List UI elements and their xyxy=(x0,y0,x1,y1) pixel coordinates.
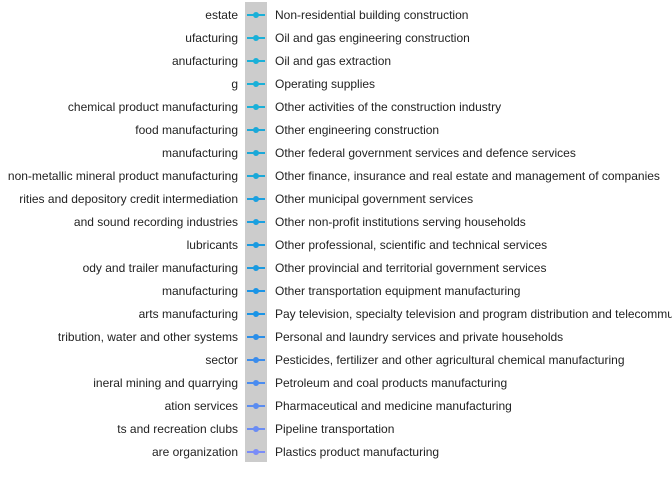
legend-label[interactable]: Other activities of the construction ind… xyxy=(275,100,502,114)
legend-label-left: ation services xyxy=(164,399,238,413)
legend-label-left: manufacturing xyxy=(161,146,238,160)
legend-point-marker xyxy=(253,58,259,64)
legend-label[interactable]: Other engineering construction xyxy=(275,123,440,137)
legend-point-marker xyxy=(253,35,259,41)
legend-label[interactable]: Petroleum and coal products manufacturin… xyxy=(275,376,508,390)
legend-point-marker xyxy=(253,288,259,294)
legend-point-marker xyxy=(253,380,259,386)
legend-label-left: anufacturing xyxy=(171,54,238,68)
legend-point-marker xyxy=(253,357,259,363)
legend-label-left: ufacturing xyxy=(185,31,238,45)
legend-label-left: are organization xyxy=(151,445,238,459)
legend-swatch xyxy=(247,376,265,390)
legend-label-left: food manufacturing xyxy=(135,123,238,137)
legend-swatch xyxy=(247,146,265,160)
legend-point-marker xyxy=(253,265,259,271)
legend-label-left: ts and recreation clubs xyxy=(117,422,238,436)
legend-label-left: lubricants xyxy=(186,238,238,252)
legend-swatch xyxy=(247,307,265,321)
legend-label[interactable]: Oil and gas engineering construction xyxy=(275,31,470,45)
legend-label[interactable]: Other federal government services and de… xyxy=(275,146,576,160)
legend-label-left: ody and trailer manufacturing xyxy=(82,261,238,275)
legend-point-marker xyxy=(253,12,259,18)
legend-label-left: chemical product manufacturing xyxy=(67,100,238,114)
legend-label-left: manufacturing xyxy=(161,284,238,298)
legend-label[interactable]: Pipeline transportation xyxy=(275,422,395,436)
legend-point-marker xyxy=(253,150,259,156)
legend-point-marker xyxy=(253,219,259,225)
legend-label-left: ineral mining and quarrying xyxy=(93,376,238,390)
legend-swatch xyxy=(247,192,265,206)
legend-swatch xyxy=(247,54,265,68)
legend-label[interactable]: Oil and gas extraction xyxy=(275,54,392,68)
legend-label[interactable]: Pay television, specialty television and… xyxy=(275,307,672,321)
legend-point-marker xyxy=(253,426,259,432)
legend-swatch xyxy=(247,284,265,298)
legend-swatch-column xyxy=(245,2,267,462)
legend-point-marker xyxy=(253,242,259,248)
legend-label[interactable]: Other provincial and territorial governm… xyxy=(275,261,547,275)
legend-swatch xyxy=(247,445,265,459)
legend-swatch xyxy=(247,8,265,22)
legend-point-marker xyxy=(253,334,259,340)
legend-swatch xyxy=(247,261,265,275)
legend-label-left: tribution, water and other systems xyxy=(57,330,238,344)
legend-label-left: sector xyxy=(205,353,238,367)
legend-label[interactable]: Personal and laundry services and privat… xyxy=(275,330,564,344)
legend-point-marker xyxy=(253,173,259,179)
legend-label-left: rities and depository credit intermediat… xyxy=(19,192,238,206)
legend-swatch xyxy=(247,123,265,137)
legend-swatch xyxy=(247,215,265,229)
legend-label-left: estate xyxy=(205,8,238,22)
legend-label[interactable]: Other non-profit institutions serving ho… xyxy=(275,215,526,229)
legend-swatch xyxy=(247,330,265,344)
legend-swatch xyxy=(247,31,265,45)
legend-label[interactable]: Other transportation equipment manufactu… xyxy=(275,284,521,298)
legend-point-marker xyxy=(253,127,259,133)
legend-point-marker xyxy=(253,196,259,202)
legend-point-marker xyxy=(253,81,259,87)
legend-label[interactable]: Operating supplies xyxy=(275,77,376,91)
legend-label[interactable]: Plastics product manufacturing xyxy=(275,445,440,459)
legend-label[interactable]: Other municipal government services xyxy=(275,192,474,206)
legend-label-left: arts manufacturing xyxy=(138,307,238,321)
legend-label[interactable]: Non-residential building construction xyxy=(275,8,469,22)
legend-point-marker xyxy=(253,104,259,110)
legend-swatch xyxy=(247,353,265,367)
legend-point-marker xyxy=(253,403,259,409)
legend-point-marker xyxy=(253,311,259,317)
legend-swatch xyxy=(247,422,265,436)
legend-label-left: and sound recording industries xyxy=(73,215,238,229)
legend-label[interactable]: Pharmaceutical and medicine manufacturin… xyxy=(275,399,512,413)
legend-label[interactable]: Other professional, scientific and techn… xyxy=(275,238,548,252)
legend-label-left: g xyxy=(231,77,238,91)
legend-swatch xyxy=(247,238,265,252)
legend-swatch xyxy=(247,100,265,114)
legend-point-marker xyxy=(253,449,259,455)
legend-label[interactable]: Pesticides, fertilizer and other agricul… xyxy=(275,353,625,367)
legend-swatch xyxy=(247,399,265,413)
legend-swatch xyxy=(247,77,265,91)
legend-label[interactable]: Other finance, insurance and real estate… xyxy=(275,169,660,183)
legend-label-left: non-metallic mineral product manufacturi… xyxy=(7,169,238,183)
legend-swatch xyxy=(247,169,265,183)
